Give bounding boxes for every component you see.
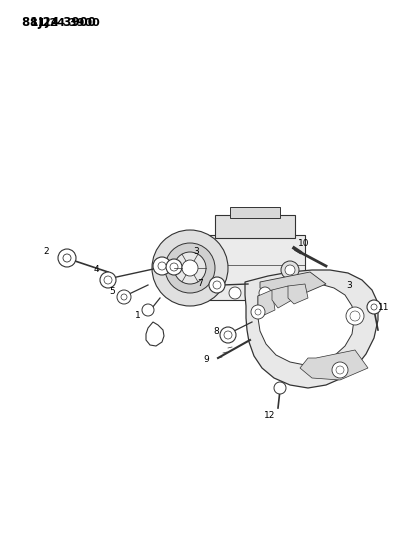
Circle shape: [121, 294, 127, 300]
Polygon shape: [230, 207, 280, 218]
Polygon shape: [260, 272, 326, 296]
Polygon shape: [258, 284, 354, 365]
Polygon shape: [258, 290, 275, 316]
Circle shape: [117, 290, 131, 304]
Text: 5: 5: [109, 287, 115, 295]
Text: 2: 2: [43, 247, 49, 256]
Circle shape: [104, 276, 112, 284]
Circle shape: [142, 304, 154, 316]
Circle shape: [255, 309, 261, 315]
Text: 81J24 3900: 81J24 3900: [30, 18, 100, 28]
Circle shape: [213, 281, 221, 289]
Circle shape: [336, 366, 344, 374]
Text: 7: 7: [197, 279, 203, 287]
Circle shape: [285, 265, 295, 275]
Circle shape: [58, 249, 76, 267]
Text: 4: 4: [93, 265, 99, 274]
Polygon shape: [272, 286, 292, 308]
Circle shape: [367, 300, 381, 314]
Circle shape: [332, 362, 348, 378]
Polygon shape: [245, 270, 378, 388]
Circle shape: [209, 277, 225, 293]
Circle shape: [153, 257, 171, 275]
Polygon shape: [185, 235, 305, 300]
Text: 1: 1: [135, 311, 141, 320]
Polygon shape: [215, 215, 295, 238]
Circle shape: [229, 287, 241, 299]
Circle shape: [63, 254, 71, 262]
Circle shape: [224, 331, 232, 339]
Circle shape: [274, 382, 286, 394]
Circle shape: [371, 304, 377, 310]
Text: 9: 9: [203, 356, 209, 365]
Text: 8: 8: [213, 327, 219, 336]
Circle shape: [100, 272, 116, 288]
Circle shape: [165, 243, 215, 293]
Polygon shape: [300, 350, 368, 380]
Circle shape: [281, 261, 299, 279]
Text: 81J24 3900: 81J24 3900: [22, 16, 96, 29]
Text: 3: 3: [193, 246, 199, 255]
Text: 11: 11: [378, 303, 390, 312]
Circle shape: [251, 305, 265, 319]
Circle shape: [350, 311, 360, 321]
Polygon shape: [288, 284, 308, 304]
Text: 12: 12: [264, 410, 276, 419]
Circle shape: [220, 327, 236, 343]
Circle shape: [152, 230, 228, 306]
Polygon shape: [146, 322, 164, 346]
Circle shape: [170, 263, 178, 271]
Text: 3: 3: [346, 281, 352, 290]
Circle shape: [174, 252, 206, 284]
Circle shape: [166, 259, 182, 275]
Circle shape: [182, 260, 198, 276]
Text: 10: 10: [298, 239, 310, 248]
Circle shape: [346, 307, 364, 325]
Circle shape: [259, 287, 271, 299]
Circle shape: [158, 262, 166, 270]
